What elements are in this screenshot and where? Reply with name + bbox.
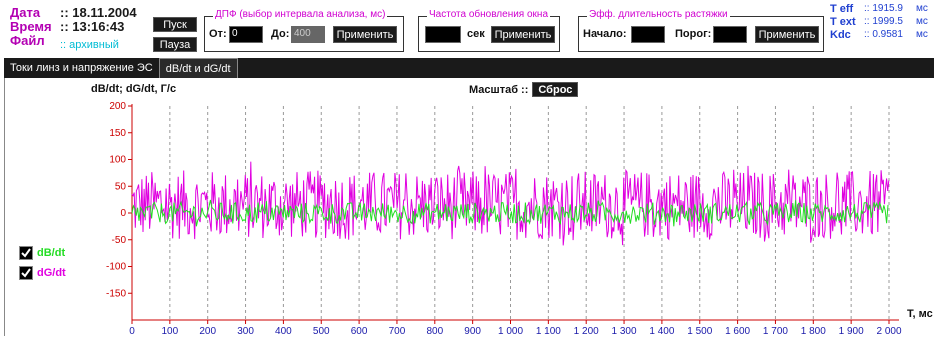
x-tick-label: 600: [351, 326, 368, 336]
tab-bar: Токи линз и напряжение ЭС dB/dt и dG/dt: [4, 58, 934, 78]
stat-row: Kdc:: 0.9581 мс: [830, 29, 934, 42]
checkmark-icon: [21, 248, 31, 258]
x-tick-label: 900: [464, 326, 481, 336]
y-tick-label: 0: [120, 208, 126, 219]
y-tick-label: 150: [109, 128, 126, 139]
date-label: Дата: [10, 5, 41, 20]
legend-label: dB/dt: [37, 247, 66, 259]
refresh-field[interactable]: [425, 26, 461, 43]
y-tick-label: 50: [115, 181, 127, 192]
tab-1[interactable]: dB/dt и dG/dt: [158, 58, 238, 78]
file-label: Файл: [10, 33, 45, 48]
tab-0[interactable]: Токи линз и напряжение ЭС: [10, 62, 153, 74]
stat-value: :: 1915.9: [864, 3, 903, 14]
x-tick-label: 200: [199, 326, 216, 336]
checkbox[interactable]: [19, 266, 33, 280]
dpf-to-field[interactable]: 400: [291, 26, 325, 43]
y-tick-label: -50: [112, 235, 127, 246]
dpf-apply-button[interactable]: Применить: [333, 26, 397, 43]
stat-name: T eff: [830, 3, 854, 15]
eff-threshold-field[interactable]: [713, 26, 747, 43]
x-tick-label: 1 200: [574, 326, 599, 336]
x-tick-label: 1 900: [839, 326, 864, 336]
stat-value: :: 1999.5: [864, 16, 903, 27]
stat-name: Kdc: [830, 29, 851, 41]
refresh-title: Частота обновления окна: [427, 9, 551, 20]
x-tick-label: 1 400: [649, 326, 674, 336]
y-tick-label: 200: [109, 101, 126, 112]
x-tick-label: 1 700: [763, 326, 788, 336]
scale-control: Масштаб :: Сброс: [469, 82, 579, 97]
refresh-group: Частота обновления окна сек Применить: [418, 9, 560, 52]
stat-unit: мс: [916, 29, 928, 40]
file-row: Файл: [10, 32, 45, 50]
stats-panel: T eff:: 1915.9 мс T ext:: 1999.5 мс Kdc:: 0.…: [830, 3, 934, 42]
dpf-from-label: От:: [209, 28, 227, 40]
eff-start-label: Начало:: [583, 28, 627, 40]
x-axis-title: T, мс: [907, 308, 933, 320]
checkmark-icon: [21, 268, 31, 278]
refresh-unit-label: сек: [467, 28, 485, 40]
date-row: Дата: [10, 4, 40, 22]
pause-button[interactable]: Пауза: [153, 37, 197, 52]
stat-value: :: 0.9581: [864, 29, 903, 40]
dpf-group: ДПФ (выбор интервала анализа, мс) От: 0 …: [204, 9, 404, 52]
eff-group: Эфф. длительность растяжки Начало: Порог…: [578, 9, 824, 52]
dpf-to-label: До:: [271, 28, 290, 40]
time-value: :: 13:16:43: [60, 19, 125, 34]
eff-start-field[interactable]: [631, 26, 665, 43]
x-tick-label: 2 000: [876, 326, 901, 336]
y-tick-label: -150: [106, 288, 126, 299]
x-tick-label: 1 100: [536, 326, 561, 336]
series-dBdt-line: [131, 199, 889, 227]
legend-label: dG/dt: [37, 267, 66, 279]
x-tick-label: 400: [275, 326, 292, 336]
dpf-from-field[interactable]: 0: [229, 26, 263, 43]
x-tick-label: 500: [313, 326, 330, 336]
stat-unit: мс: [916, 16, 928, 27]
file-value: :: архивный: [60, 39, 119, 51]
x-tick-label: 300: [237, 326, 254, 336]
y-axis-title: dB/dt; dG/dt, Г/с: [91, 83, 177, 95]
stat-row: T eff:: 1915.9 мс: [830, 3, 934, 16]
x-tick-label: 1 000: [498, 326, 523, 336]
series-dGdt-line: [131, 161, 890, 246]
legend: dB/dt dG/dt: [19, 246, 66, 286]
x-tick-label: 1 500: [687, 326, 712, 336]
x-tick-label: 100: [162, 326, 179, 336]
x-tick-label: 1 800: [801, 326, 826, 336]
dpf-title: ДПФ (выбор интервала анализа, мс): [213, 9, 388, 20]
plot-frame: 200 150 100 50 0 -50 -100 -150 0 100 200 300 400 500 6…: [4, 78, 935, 337]
scale-reset-button[interactable]: Сброс: [532, 82, 579, 97]
stat-unit: мс: [916, 3, 928, 14]
stat-name: T ext: [830, 16, 856, 28]
eff-title: Эфф. длительность растяжки: [587, 9, 730, 20]
x-tick-label: 0: [129, 326, 135, 336]
stat-row: T ext:: 1999.5 мс: [830, 16, 934, 29]
scale-label: Масштаб ::: [469, 83, 529, 96]
legend-item[interactable]: dG/dt: [19, 266, 66, 280]
y-tick-label: -100: [106, 262, 126, 273]
start-button[interactable]: Пуск: [153, 17, 197, 32]
date-value: :: 18.11.2004: [60, 5, 137, 20]
y-tick-label: 100: [109, 155, 126, 166]
eff-apply-button[interactable]: Применить: [755, 26, 819, 43]
x-tick-label: 1 300: [612, 326, 637, 336]
x-tick-label: 800: [426, 326, 443, 336]
refresh-apply-button[interactable]: Применить: [491, 26, 555, 43]
x-tick-label: 1 600: [725, 326, 750, 336]
time-label: Время: [10, 19, 52, 34]
time-row: Время: [10, 18, 52, 36]
x-tick-label: 700: [389, 326, 406, 336]
legend-item[interactable]: dB/dt: [19, 246, 66, 260]
eff-threshold-label: Порог:: [675, 28, 712, 40]
top-control-bar: Дата :: 18.11.2004 Время :: 13:16:43 Фай…: [0, 0, 938, 56]
checkbox[interactable]: [19, 246, 33, 260]
